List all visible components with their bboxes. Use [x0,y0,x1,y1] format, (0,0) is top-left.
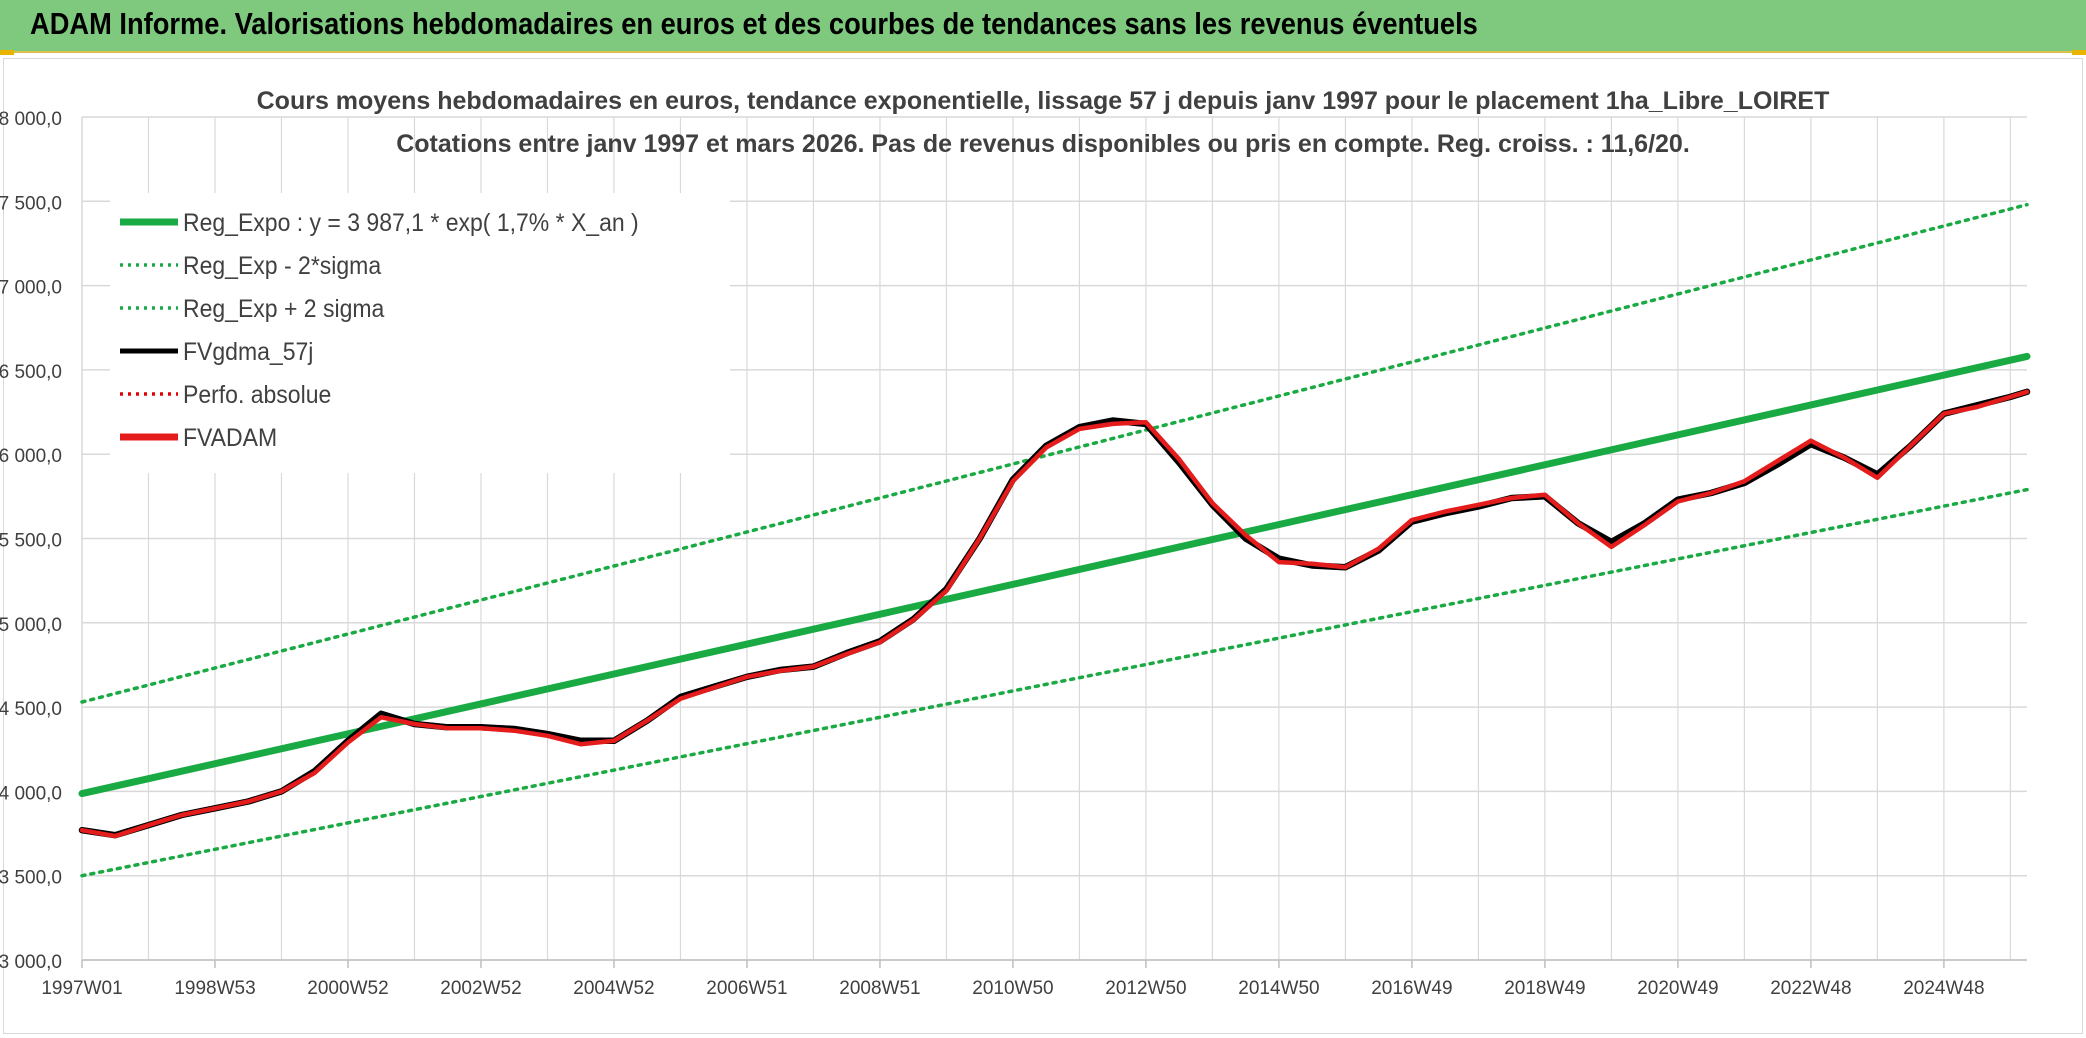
x-tick-label: 2022W48 [1770,978,1851,999]
series-lines [78,202,2031,878]
report-title: ADAM Informe. Valorisations hebdomadaire… [30,6,1478,41]
x-tick-label: 2024W48 [1903,978,1984,999]
legend-label: FVADAM [183,424,277,452]
y-tick-label: 6 000,0 [0,446,62,467]
y-tick-label: 4 500,0 [0,699,62,720]
banner-corner-left [0,50,14,55]
x-tick-label: 2018W49 [1504,978,1585,999]
x-tick-label: 2008W51 [839,978,920,999]
x-tick-label: 2006W51 [706,978,787,999]
x-tick-label: 2000W52 [307,978,388,999]
x-tick-label: 2002W52 [440,978,521,999]
x-tick-label: 1997W01 [41,978,122,999]
y-tick-label: 7 000,0 [0,278,62,299]
x-tick-label: 2012W50 [1105,978,1186,999]
legend-label: Reg_Exp + 2 sigma [183,295,385,323]
report-banner: ADAM Informe. Valorisations hebdomadaire… [0,0,2086,53]
chart-frame [3,58,2083,1034]
y-tick-label: 7 500,0 [0,193,62,214]
legend-background [110,193,730,473]
x-tick-label: 2020W49 [1637,978,1718,999]
y-tick-label: 5 000,0 [0,615,62,636]
legend: Reg_Expo : y = 3 987,1 * exp( 1,7% * X_a… [120,209,639,452]
banner-corner-right [2072,50,2086,55]
y-axis-tick-labels: 3 000,0 3 500,0 4 000,0 4 500,0 5 000,0 5 500… [0,109,62,973]
y-tick-label: 3 500,0 [0,868,62,889]
legend-label: FVgdma_57j [183,338,313,366]
legend-label: Reg_Exp - 2*sigma [183,252,382,280]
series-line-fvadam [79,389,2030,839]
x-axis-tick-labels: 1997W01 1998W53 2000W52 2002W52 2004W52 2006W… [41,960,1985,999]
y-tick-label: 4 000,0 [0,783,62,804]
series-line-reg-exp-2-sigma [80,202,2029,704]
x-tick-label: 2010W50 [972,978,1053,999]
x-tick-label: 2014W50 [1238,978,1319,999]
x-tick-label: 1998W53 [174,978,255,999]
series-line-reg-exp-2-sigma [80,487,2029,878]
y-tick-label: 5 500,0 [0,531,62,552]
y-tick-label: 3 000,0 [0,952,62,973]
y-tick-label: 8 000,0 [0,109,62,130]
chart-title: Cours moyens hebdomadaires en euros, ten… [257,87,1830,115]
chart-subtitle: Cotations entre janv 1997 et mars 2026. … [396,130,1690,158]
y-tick-label: 6 500,0 [0,362,62,383]
x-tick-label: 2004W52 [573,978,654,999]
legend-label: Reg_Expo : y = 3 987,1 * exp( 1,7% * X_a… [183,209,639,237]
legend-label: Perfo. absolue [183,381,331,409]
x-tick-label: 2016W49 [1371,978,1452,999]
